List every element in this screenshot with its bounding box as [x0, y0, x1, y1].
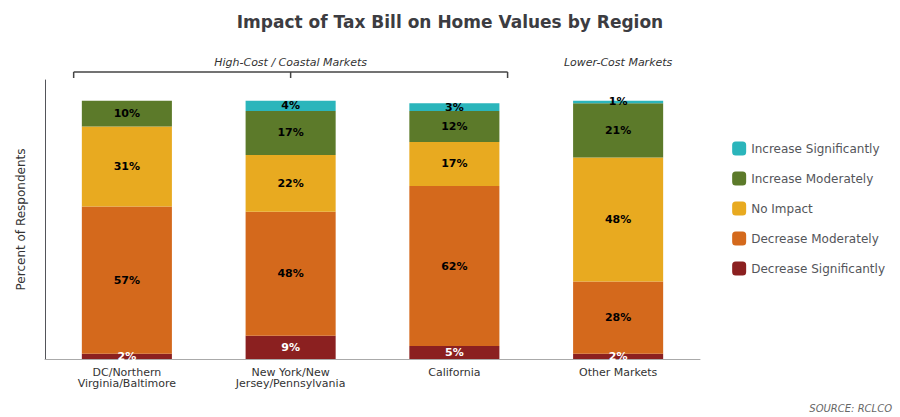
svg-text:1%: 1%	[609, 95, 628, 108]
svg-text:28%: 28%	[605, 311, 631, 324]
svg-text:9%: 9%	[281, 341, 300, 354]
svg-text:High-Cost / Coastal Markets: High-Cost / Coastal Markets	[214, 56, 367, 69]
svg-text:Increase Significantly: Increase Significantly	[751, 142, 879, 156]
svg-text:Other Markets: Other Markets	[579, 366, 658, 379]
svg-text:2%: 2%	[609, 350, 628, 363]
svg-text:Decrease Significantly: Decrease Significantly	[751, 262, 885, 276]
svg-text:No Impact: No Impact	[751, 202, 813, 216]
svg-text:62%: 62%	[441, 260, 467, 273]
svg-text:Lower-Cost Markets: Lower-Cost Markets	[564, 56, 673, 69]
svg-text:New York/New: New York/New	[251, 366, 330, 379]
svg-text:12%: 12%	[441, 120, 467, 133]
svg-text:17%: 17%	[277, 126, 303, 139]
svg-text:5%: 5%	[445, 346, 464, 359]
svg-text:21%: 21%	[605, 124, 631, 137]
svg-text:17%: 17%	[441, 157, 467, 170]
svg-text:Decrease Moderately: Decrease Moderately	[751, 232, 879, 246]
svg-text:Virginia/Baltimore: Virginia/Baltimore	[78, 377, 177, 390]
svg-text:48%: 48%	[605, 213, 631, 226]
svg-text:Percent of Respondents: Percent of Respondents	[14, 149, 28, 291]
svg-text:Increase Moderately: Increase Moderately	[751, 172, 873, 186]
svg-text:22%: 22%	[277, 177, 303, 190]
svg-text:31%: 31%	[114, 160, 140, 173]
svg-text:4%: 4%	[281, 99, 300, 112]
svg-text:California: California	[428, 366, 480, 379]
svg-text:Jersey/Pennsylvania: Jersey/Pennsylvania	[235, 377, 346, 390]
svg-text:Impact of Tax Bill on Home Val: Impact of Tax Bill on Home Values by Reg…	[237, 12, 663, 32]
svg-text:57%: 57%	[114, 274, 140, 287]
svg-text:10%: 10%	[114, 107, 140, 120]
svg-text:3%: 3%	[445, 101, 464, 114]
svg-text:SOURCE: RCLCO: SOURCE: RCLCO	[809, 403, 892, 414]
svg-text:48%: 48%	[277, 267, 303, 280]
svg-text:2%: 2%	[118, 350, 137, 363]
svg-text:DC/Northern: DC/Northern	[92, 366, 162, 379]
